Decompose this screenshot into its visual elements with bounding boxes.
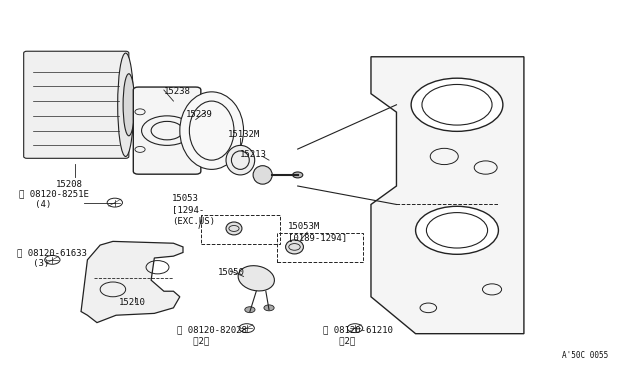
Text: Ⓑ 08120-61210
   （2）: Ⓑ 08120-61210 （2）: [323, 326, 393, 346]
Text: A'50C 0055: A'50C 0055: [562, 351, 609, 360]
Text: 15053
[1294-
(EXC.US): 15053 [1294- (EXC.US): [172, 195, 215, 225]
Ellipse shape: [180, 92, 244, 169]
Text: 15132M: 15132M: [228, 130, 260, 139]
Circle shape: [415, 206, 499, 254]
Ellipse shape: [118, 53, 134, 157]
Circle shape: [411, 78, 503, 131]
Ellipse shape: [226, 222, 242, 235]
Text: Ⓑ 08120-61633
   (3): Ⓑ 08120-61633 (3): [17, 248, 87, 268]
Circle shape: [264, 305, 274, 311]
Text: Ⓑ 08120-8251E
   (4): Ⓑ 08120-8251E (4): [19, 189, 89, 209]
Ellipse shape: [226, 145, 255, 175]
Text: 15050: 15050: [218, 268, 245, 277]
Ellipse shape: [253, 166, 272, 184]
Ellipse shape: [238, 266, 275, 291]
Circle shape: [245, 307, 255, 312]
Text: 15053M
[0189-1294]: 15053M [0189-1294]: [288, 222, 348, 242]
FancyBboxPatch shape: [24, 51, 129, 158]
FancyBboxPatch shape: [133, 87, 201, 174]
Text: Ⓑ 08120-82028
   （2）: Ⓑ 08120-82028 （2）: [177, 326, 246, 346]
Text: 15239: 15239: [186, 109, 213, 119]
Ellipse shape: [123, 74, 134, 136]
Text: 15238: 15238: [164, 87, 191, 96]
Circle shape: [292, 172, 303, 178]
Text: 15213: 15213: [241, 150, 268, 159]
Ellipse shape: [285, 240, 303, 254]
Text: 15208: 15208: [56, 180, 83, 189]
Text: 15210: 15210: [119, 298, 146, 307]
Polygon shape: [371, 57, 524, 334]
Polygon shape: [81, 241, 183, 323]
